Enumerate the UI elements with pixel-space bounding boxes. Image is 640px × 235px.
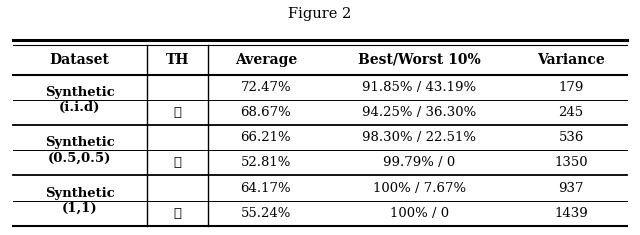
Text: Best/Worst 10%: Best/Worst 10% (358, 53, 481, 67)
Text: TH: TH (166, 53, 189, 67)
Text: ✓: ✓ (173, 207, 181, 219)
Text: 99.79% / 0: 99.79% / 0 (383, 157, 456, 169)
Text: Figure 2: Figure 2 (289, 7, 351, 21)
Text: Synthetic
(i.i.d): Synthetic (i.i.d) (45, 86, 115, 114)
Text: 100% / 0: 100% / 0 (390, 207, 449, 219)
Text: ✓: ✓ (173, 106, 181, 119)
Text: 937: 937 (559, 181, 584, 195)
Text: 245: 245 (559, 106, 584, 119)
Text: 1439: 1439 (554, 207, 588, 219)
Text: 98.30% / 22.51%: 98.30% / 22.51% (362, 131, 476, 144)
Text: 52.81%: 52.81% (241, 157, 291, 169)
Text: 64.17%: 64.17% (241, 181, 291, 195)
Text: Average: Average (235, 53, 297, 67)
Text: 55.24%: 55.24% (241, 207, 291, 219)
Text: 1350: 1350 (554, 157, 588, 169)
Text: 91.85% / 43.19%: 91.85% / 43.19% (362, 81, 476, 94)
Text: 66.21%: 66.21% (241, 131, 291, 144)
Text: 72.47%: 72.47% (241, 81, 291, 94)
Text: Variance: Variance (538, 53, 605, 67)
Text: ✓: ✓ (173, 157, 181, 169)
Text: 68.67%: 68.67% (241, 106, 291, 119)
Text: 179: 179 (559, 81, 584, 94)
Text: 94.25% / 36.30%: 94.25% / 36.30% (362, 106, 477, 119)
Text: Synthetic
(1,1): Synthetic (1,1) (45, 187, 115, 215)
Text: 100% / 7.67%: 100% / 7.67% (373, 181, 466, 195)
Text: 536: 536 (559, 131, 584, 144)
Text: Synthetic
(0.5,0.5): Synthetic (0.5,0.5) (45, 136, 115, 164)
Text: Dataset: Dataset (50, 53, 109, 67)
